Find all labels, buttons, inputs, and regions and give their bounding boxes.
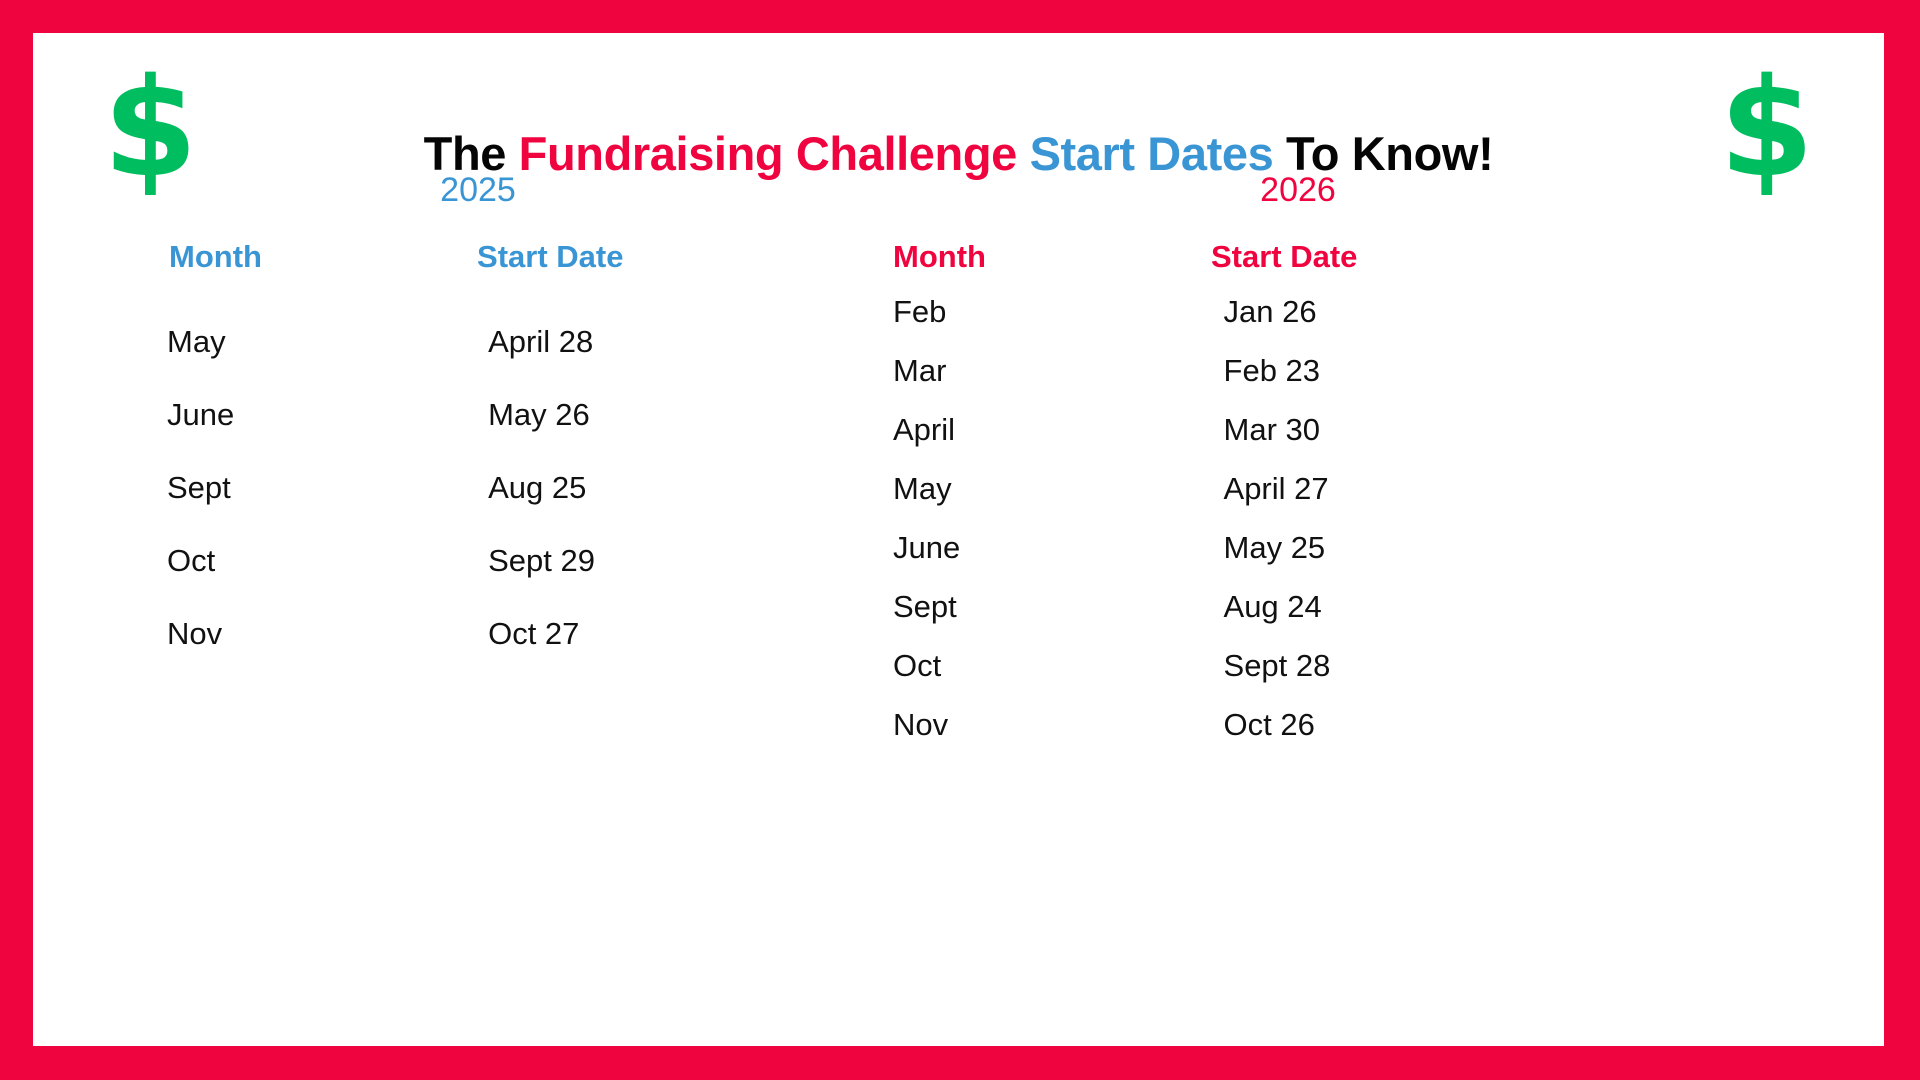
title-part-start-dates: Start Dates bbox=[1029, 127, 1274, 181]
table-row: Oct Sept 29 bbox=[141, 545, 761, 618]
table-2025: 2025 Month Start Date May April 28 June … bbox=[141, 173, 761, 691]
cell-month: June bbox=[167, 397, 235, 432]
dollar-sign-icon-right: $ bbox=[1719, 50, 1814, 208]
cell-start-date: Sept 28 bbox=[1223, 648, 1331, 683]
table-2026: 2026 Month Start Date Feb Jan 26 Mar Feb… bbox=[863, 173, 1483, 768]
cell-start-date: Aug 24 bbox=[1223, 589, 1322, 624]
cell-month: June bbox=[893, 530, 961, 565]
cell-month: May bbox=[893, 471, 952, 506]
cell-month: Nov bbox=[893, 707, 949, 742]
column-headers-2025: Month Start Date bbox=[141, 241, 761, 272]
year-label-2025: 2025 bbox=[440, 171, 516, 209]
cell-start-date: Mar 30 bbox=[1223, 412, 1320, 447]
table-rows-2026: Feb Jan 26 Mar Feb 23 April Mar 30 May A… bbox=[863, 294, 1483, 768]
page-title: The Fundraising Challenge Start Dates To… bbox=[33, 126, 1884, 181]
table-rows-2025: May April 28 June May 26 Sept Aug 25 Oct… bbox=[141, 294, 761, 691]
table-row: Sept Aug 24 bbox=[863, 591, 1483, 650]
tables-container: 2025 Month Start Date May April 28 June … bbox=[33, 173, 1884, 933]
table-row: Mar Feb 23 bbox=[863, 355, 1483, 414]
title-part-the: The bbox=[423, 127, 519, 181]
year-label-2026: 2026 bbox=[1260, 171, 1336, 209]
table-row: Sept Aug 25 bbox=[141, 472, 761, 545]
cell-start-date: Aug 25 bbox=[488, 470, 587, 505]
cell-month: Feb bbox=[893, 294, 947, 329]
cell-start-date: May 25 bbox=[1223, 530, 1326, 565]
cell-month: Sept bbox=[893, 589, 957, 624]
table-row: June May 26 bbox=[141, 399, 761, 472]
cell-start-date: Jan 26 bbox=[1223, 294, 1317, 329]
cell-start-date: Sept 29 bbox=[488, 543, 595, 578]
cell-month: Sept bbox=[167, 470, 231, 505]
table-row: Nov Oct 26 bbox=[863, 709, 1483, 768]
cell-month: Mar bbox=[893, 353, 947, 388]
cell-month: Nov bbox=[167, 616, 223, 651]
cell-month: Oct bbox=[167, 543, 216, 578]
table-row: April Mar 30 bbox=[863, 414, 1483, 473]
cell-month: Oct bbox=[893, 648, 942, 683]
table-row: Oct Sept 28 bbox=[863, 650, 1483, 709]
table-row: May April 27 bbox=[863, 473, 1483, 532]
poster-canvas: $ $ The Fundraising Challenge Start Date… bbox=[33, 33, 1884, 1046]
cell-month: May bbox=[167, 324, 226, 359]
title-part-fundraising-challenge: Fundraising Challenge bbox=[518, 127, 1018, 181]
table-row: Nov Oct 27 bbox=[141, 618, 761, 691]
cell-month: April bbox=[893, 412, 956, 447]
title-part-to-know: To Know! bbox=[1273, 127, 1494, 181]
cell-start-date: Oct 27 bbox=[488, 616, 580, 651]
column-header-start-date-2026: Start Date bbox=[1210, 239, 1358, 274]
table-row: June May 25 bbox=[863, 532, 1483, 591]
column-header-start-date-2025: Start Date bbox=[477, 239, 624, 274]
cell-start-date: Feb 23 bbox=[1223, 353, 1321, 388]
column-headers-2026: Month Start Date bbox=[863, 241, 1483, 272]
dollar-sign-icon-left: $ bbox=[103, 50, 198, 208]
cell-start-date: May 26 bbox=[488, 397, 590, 432]
cell-start-date: April 28 bbox=[488, 324, 594, 359]
column-header-month-2026: Month bbox=[893, 239, 986, 274]
table-row: May April 28 bbox=[141, 326, 761, 399]
table-row: Feb Jan 26 bbox=[863, 296, 1483, 355]
cell-start-date: Oct 26 bbox=[1223, 707, 1315, 742]
column-header-month-2025: Month bbox=[169, 239, 262, 274]
cell-start-date: April 27 bbox=[1223, 471, 1329, 506]
